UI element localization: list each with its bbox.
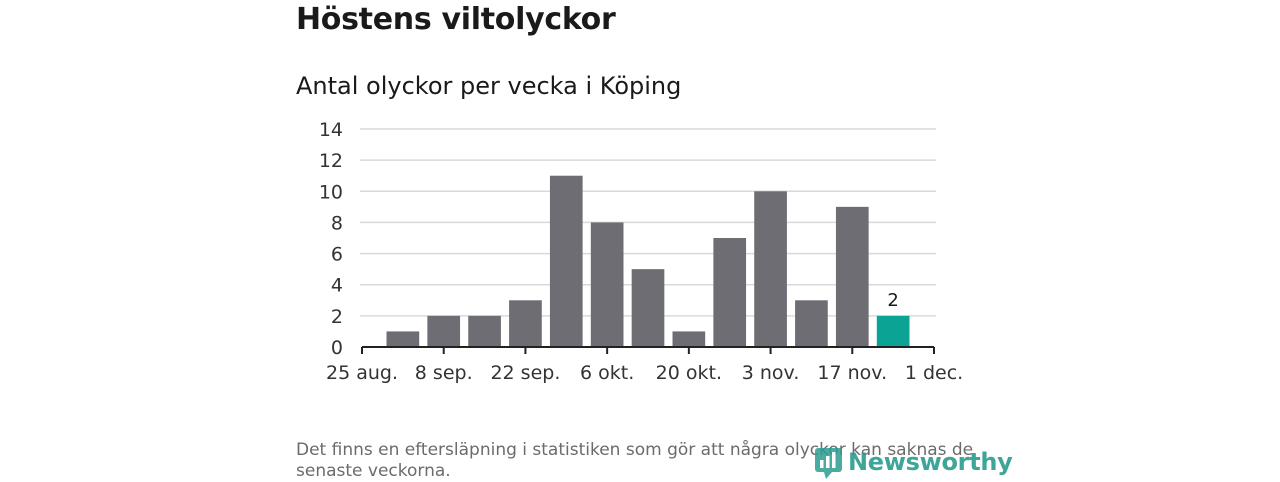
y-tick-label: 14 bbox=[319, 119, 343, 141]
y-tick-label: 0 bbox=[331, 337, 343, 359]
bar bbox=[549, 175, 583, 347]
x-tick-label: 22 sep. bbox=[490, 362, 560, 384]
x-tick-label: 3 nov. bbox=[742, 362, 800, 384]
chart-subtitle: Antal olyckor per vecka i Köping bbox=[296, 72, 682, 100]
bar bbox=[713, 238, 747, 347]
x-tick-label: 25 aug. bbox=[326, 362, 398, 384]
y-tick-label: 12 bbox=[319, 150, 343, 172]
bar bbox=[427, 315, 461, 347]
bar bbox=[468, 315, 501, 347]
bar-highlight bbox=[876, 315, 910, 347]
y-tick-label: 6 bbox=[331, 244, 343, 266]
bar bbox=[386, 331, 420, 347]
bar bbox=[754, 191, 787, 347]
bar bbox=[835, 206, 869, 347]
y-tick-label: 4 bbox=[331, 275, 343, 297]
x-axis bbox=[361, 346, 935, 354]
chart-title: Höstens viltolyckor bbox=[296, 2, 616, 37]
bar bbox=[795, 300, 828, 347]
bar bbox=[509, 300, 542, 347]
bar-chart: 2 0 2 4 6 8 10 12 14 25 aug. 8 sep. 22 sep. 6 okt.… bbox=[319, 119, 963, 384]
newsworthy-logo: Newsworthy bbox=[814, 444, 1013, 480]
bar bbox=[590, 222, 624, 347]
y-tick-label: 8 bbox=[331, 212, 343, 234]
x-tick-label: 6 okt. bbox=[580, 362, 634, 384]
bar bbox=[672, 331, 706, 347]
y-tick-label: 10 bbox=[319, 181, 343, 203]
x-tick-label: 1 dec. bbox=[905, 362, 963, 384]
y-tick-labels: 0 2 4 6 8 10 12 14 bbox=[319, 119, 343, 359]
data-label: 2 bbox=[887, 290, 898, 311]
logo-text: Newsworthy bbox=[848, 448, 1013, 476]
x-tick-label: 20 okt. bbox=[656, 362, 722, 384]
y-tick-label: 2 bbox=[331, 306, 343, 328]
x-tick-label: 8 sep. bbox=[415, 362, 473, 384]
bar bbox=[631, 269, 665, 347]
newsworthy-logo-icon bbox=[815, 448, 842, 479]
footnote: Det finns en eftersläpning i statistiken… bbox=[296, 440, 974, 481]
x-tick-label: 17 nov. bbox=[817, 362, 887, 384]
x-tick-labels: 25 aug. 8 sep. 22 sep. 6 okt. 20 okt. 3 nov. 1… bbox=[326, 362, 963, 384]
bars: 2 bbox=[386, 175, 910, 347]
